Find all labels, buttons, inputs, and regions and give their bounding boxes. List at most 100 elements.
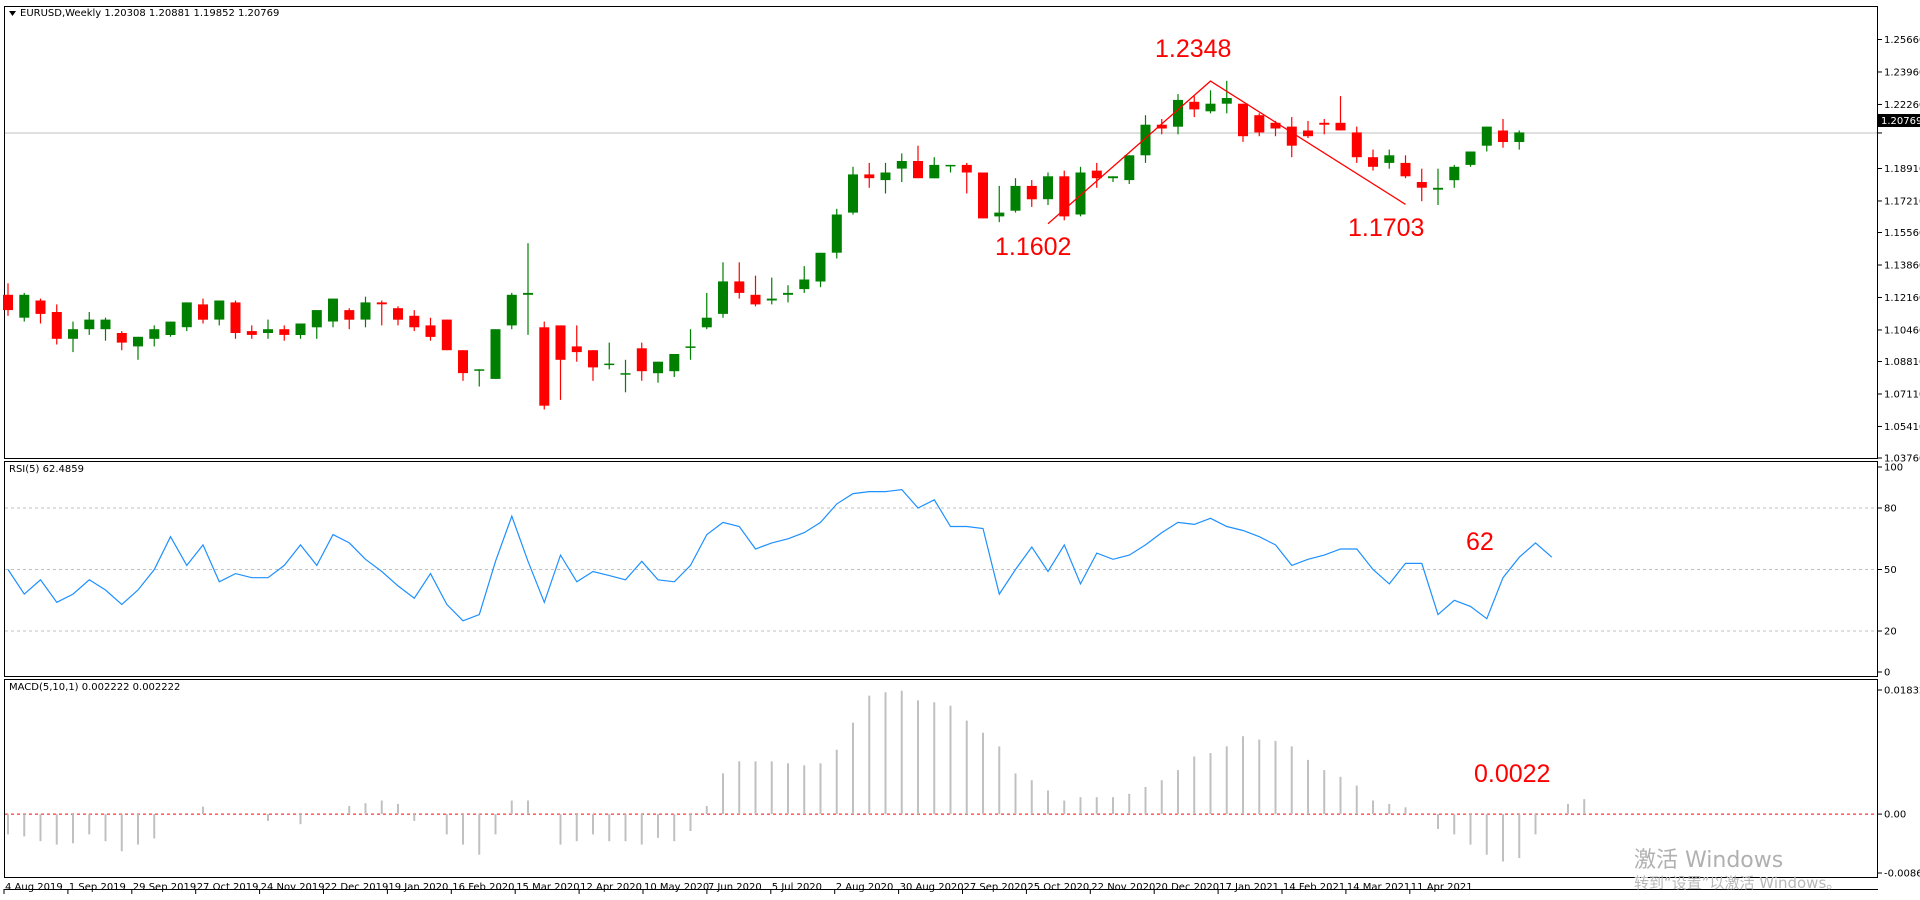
price-tick-label: 1.08810 (1884, 357, 1920, 368)
candle (1319, 119, 1330, 135)
candle (799, 266, 810, 293)
annotation-low-left: 1.1602 (995, 233, 1071, 261)
candle (783, 285, 793, 303)
time-tick-label: 16 Feb 2020 (452, 882, 514, 893)
candle (393, 306, 403, 326)
bull-candle-body (831, 214, 842, 253)
candle (1416, 168, 1427, 202)
rsi-tick-label: 80 (1884, 504, 1897, 515)
bear-candle-body (555, 325, 566, 360)
bear-candle-body (1319, 122, 1330, 125)
price-tick-label: 1.07110 (1884, 390, 1920, 401)
time-tick-label: 1 Sep 2019 (69, 882, 126, 893)
time-tick-label: 4 Aug 2019 (5, 882, 63, 893)
time-tick-label: 30 Aug 2020 (900, 882, 964, 893)
price-tick-label: 1.13860 (1884, 261, 1920, 272)
bull-candle-body (149, 329, 160, 339)
bull-candle-body (799, 279, 810, 290)
candle (116, 331, 127, 351)
bull-candle-body (1173, 99, 1183, 127)
watermark-title: 激活 Windows (1634, 848, 1783, 873)
bull-candle-body (653, 361, 663, 374)
bull-candle-body (685, 346, 696, 348)
time-tick-label: 10 May 2020 (644, 882, 709, 893)
time-tick-label: 2 Aug 2020 (836, 882, 894, 893)
candle (149, 325, 160, 347)
candle (376, 300, 387, 326)
candle (1173, 94, 1183, 135)
triangle-down-icon[interactable] (9, 11, 16, 16)
bear-candle-body (1254, 115, 1265, 133)
bear-candle-body (1416, 182, 1427, 188)
candle (620, 359, 631, 393)
bull-candle-body (311, 310, 322, 328)
time-tick-label: 7 Jun 2020 (708, 882, 762, 893)
bear-candle-body (1400, 162, 1411, 177)
candle (1481, 126, 1492, 152)
price-tick-label: 1.03760 (1884, 454, 1920, 465)
bear-candle-body (35, 300, 46, 314)
bear-candle-body (344, 310, 355, 320)
symbol-header: EURUSD,Weekly 1.20308 1.20881 1.19852 1.… (20, 8, 279, 19)
time-tick-label: 12 Apr 2020 (580, 882, 642, 893)
candle (1075, 166, 1086, 217)
candle (51, 304, 62, 345)
candle (1156, 119, 1167, 135)
time-tick-label: 29 Sep 2019 (133, 882, 196, 893)
candle (750, 275, 761, 307)
annotation-low-right: 1.1703 (1348, 214, 1424, 242)
bear-candle-body (1335, 122, 1346, 131)
bull-candle-body (523, 292, 533, 295)
candle (945, 164, 956, 173)
candle (19, 292, 30, 322)
bear-candle-body (571, 346, 582, 353)
bear-candle-body (1351, 132, 1362, 158)
bull-candle-body (19, 294, 30, 318)
watermark-subtitle: 转到“设置”以激活 Windows。 (1634, 874, 1841, 892)
candle (766, 277, 777, 305)
candle (604, 342, 615, 370)
candle (848, 166, 858, 215)
bull-candle-body (896, 161, 907, 169)
bear-candle-body (1368, 157, 1378, 167)
candle (815, 252, 826, 288)
bull-candle-body (994, 212, 1005, 217)
current-price-label: 1.20769 (1881, 116, 1920, 127)
price-tick-label: 1.17210 (1884, 197, 1920, 208)
time-tick-label: 19 Jan 2020 (388, 882, 448, 893)
price-panel[interactable] (4, 6, 1878, 459)
candle (1221, 80, 1232, 114)
bear-candle-body (588, 350, 598, 368)
candle (961, 162, 972, 194)
candle (880, 162, 891, 194)
time-tick-label: 5 Jul 2020 (772, 882, 822, 893)
candle (165, 321, 176, 337)
bear-candle-body (961, 164, 972, 173)
rsi-tick-label: 20 (1884, 627, 1897, 638)
candle (1514, 130, 1525, 150)
candle (994, 185, 1005, 223)
candle (1384, 149, 1395, 169)
time-tick-label: 24 Nov 2019 (261, 882, 325, 893)
macd-panel[interactable] (4, 679, 1878, 878)
bull-candle-body (84, 319, 95, 330)
candle (1498, 119, 1508, 148)
candle (701, 292, 712, 330)
bear-candle-body (750, 294, 761, 305)
candle (3, 283, 13, 316)
candle (181, 302, 192, 332)
candle (653, 361, 663, 383)
candle (1351, 126, 1362, 163)
bull-candle-body (1043, 176, 1053, 200)
bull-candle-body (295, 323, 306, 335)
candle (133, 336, 143, 360)
price-tick-label: 1.18910 (1884, 164, 1920, 175)
candle (1286, 117, 1297, 158)
candle (1091, 162, 1102, 188)
bull-candle-body (929, 164, 940, 179)
bull-candle-body (506, 294, 517, 326)
bull-candle-body (1449, 166, 1460, 181)
candle (311, 310, 322, 339)
zigzag-line (1047, 80, 1406, 225)
